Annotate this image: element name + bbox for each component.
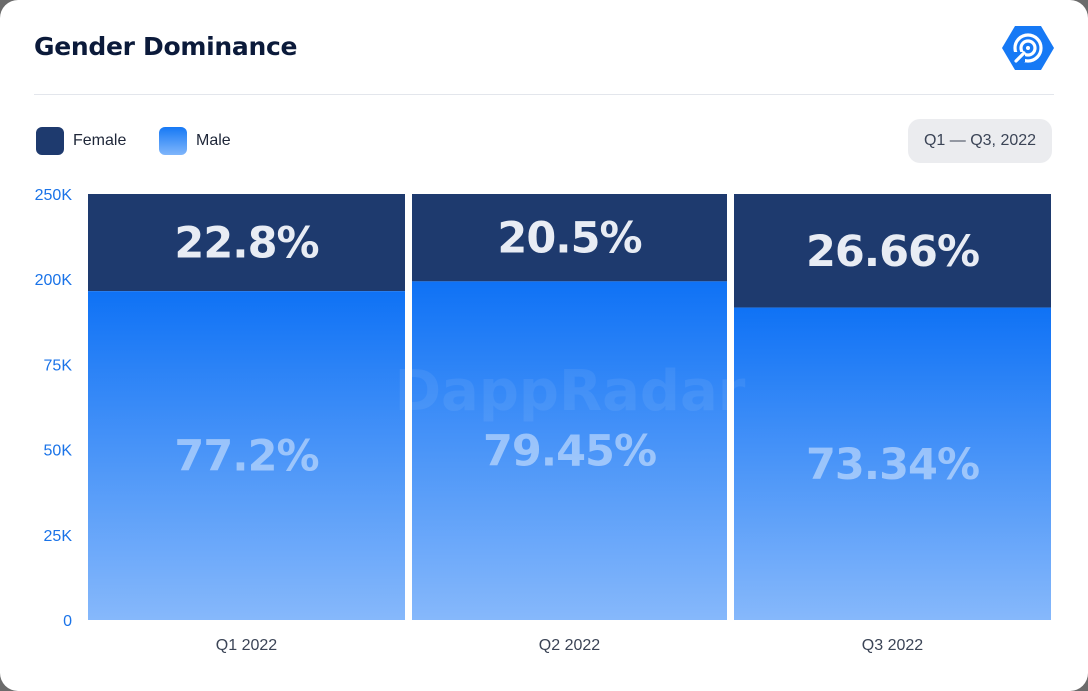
x-tick-label-1: Q1 2022 [216, 637, 277, 654]
data-label-male-2: 79.45% [483, 427, 656, 477]
data-label-male-3: 73.34% [806, 440, 979, 490]
x-tick-label-2: Q2 2022 [539, 637, 600, 654]
dappradar-logo-icon[interactable] [1001, 24, 1055, 72]
bar-female-2[interactable] [412, 194, 727, 282]
legend-label-male: Male [196, 132, 231, 149]
legend-item-male[interactable]: Male [159, 127, 231, 155]
y-tick-label-4: 75K [44, 357, 73, 374]
legend-swatch-male [159, 127, 187, 155]
y-tick-label-5: 200K [35, 272, 73, 289]
y-tick-label-6: 250K [35, 187, 73, 204]
page-title: Gender Dominance [34, 32, 298, 61]
data-label-male-1: 77.2% [174, 432, 318, 482]
data-label-female-1: 22.8% [174, 219, 318, 269]
bar-male-3[interactable] [734, 307, 1051, 620]
watermark-text: DappRadar [395, 359, 746, 424]
data-label-female-2: 20.5% [497, 214, 641, 264]
bar-male-1[interactable] [88, 291, 405, 620]
y-tick-label-2: 25K [44, 528, 73, 545]
data-label-female-3: 26.66% [806, 227, 979, 277]
x-tick-label-3: Q3 2022 [862, 637, 923, 654]
legend-item-female[interactable]: Female [36, 127, 126, 155]
y-tick-label-1: 0 [63, 613, 72, 630]
period-badge[interactable]: Q1 — Q3, 2022 [908, 119, 1052, 163]
legend-label-female: Female [73, 132, 127, 149]
y-tick-label-3: 50K [44, 443, 73, 460]
bar-female-1[interactable] [88, 194, 405, 292]
header-divider [34, 94, 1054, 95]
legend-swatch-female [36, 127, 64, 155]
bar-female-3[interactable] [734, 194, 1051, 308]
bar-male-2[interactable] [412, 281, 727, 620]
